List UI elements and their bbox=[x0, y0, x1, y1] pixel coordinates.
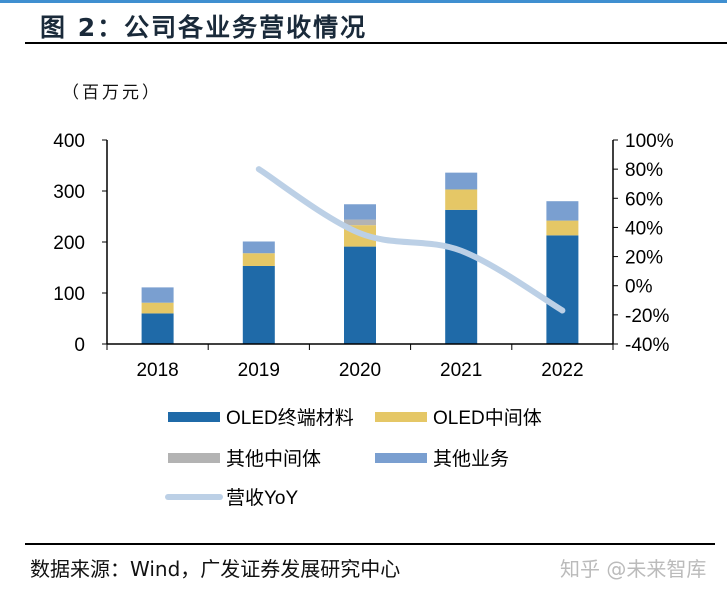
legend-swatch bbox=[375, 453, 427, 463]
bar-2020-series-2 bbox=[344, 219, 376, 226]
right-tick-label: 20% bbox=[625, 248, 663, 269]
legend-swatch bbox=[168, 453, 220, 463]
left-tick-label: 400 bbox=[53, 131, 85, 152]
right-tick-label: 100% bbox=[625, 131, 674, 152]
top-accent-bar bbox=[0, 0, 727, 3]
figure-title: 图 2：公司各业务营收情况 bbox=[40, 13, 368, 42]
right-tick-label: -20% bbox=[625, 306, 669, 327]
left-tick-label: 0 bbox=[74, 335, 85, 356]
footer-divider bbox=[25, 543, 715, 545]
legend-swatch bbox=[375, 412, 427, 422]
right-tick-label: 60% bbox=[625, 189, 663, 210]
bar-2019-series-1 bbox=[242, 253, 275, 266]
x-tick-label: 2021 bbox=[440, 360, 482, 381]
bar-2018-series-0 bbox=[141, 313, 174, 344]
bar-2020-series-3 bbox=[344, 204, 376, 220]
bar-2018-series-1 bbox=[141, 302, 174, 314]
unit-label: （百万元） bbox=[62, 83, 162, 103]
right-tick-label: 0% bbox=[625, 277, 653, 298]
source-note: 数据来源：Wind，广发证券发展研究中心 bbox=[30, 557, 401, 581]
x-tick-label: 2018 bbox=[136, 360, 178, 381]
legend-label: 其他中间体 bbox=[226, 448, 321, 470]
bar-2022-series-0 bbox=[546, 235, 579, 344]
watermark: 知乎 @未来智库 bbox=[560, 557, 707, 581]
legend-label: 其他业务 bbox=[433, 448, 509, 470]
right-tick-label: 80% bbox=[625, 160, 663, 181]
bar-2021-series-3 bbox=[445, 172, 478, 190]
left-tick-label: 300 bbox=[53, 182, 85, 203]
left-tick-label: 200 bbox=[53, 233, 85, 254]
right-tick-label: -40% bbox=[625, 335, 669, 356]
left-tick-label: 100 bbox=[53, 284, 85, 305]
title-divider bbox=[25, 42, 727, 44]
legend-swatch bbox=[168, 412, 220, 422]
bar-2018-series-3 bbox=[141, 287, 174, 303]
bar-2019-series-3 bbox=[242, 241, 275, 254]
yoy-line bbox=[255, 166, 566, 314]
bar-2021-series-1 bbox=[445, 189, 478, 210]
legend-label: OLED终端材料 bbox=[226, 407, 354, 429]
legend-label: OLED中间体 bbox=[433, 407, 542, 429]
legend-label: 营收YoY bbox=[226, 487, 298, 509]
bar-2019-series-0 bbox=[242, 265, 275, 344]
bar-2022-series-3 bbox=[546, 201, 579, 221]
bar-2021-series-0 bbox=[445, 209, 478, 344]
x-tick-label: 2020 bbox=[339, 360, 381, 381]
bar-2022-series-1 bbox=[546, 220, 579, 236]
right-tick-label: 40% bbox=[625, 218, 663, 239]
x-tick-label: 2019 bbox=[238, 360, 280, 381]
bar-2020-series-0 bbox=[344, 246, 376, 344]
x-tick-label: 2022 bbox=[541, 360, 583, 381]
